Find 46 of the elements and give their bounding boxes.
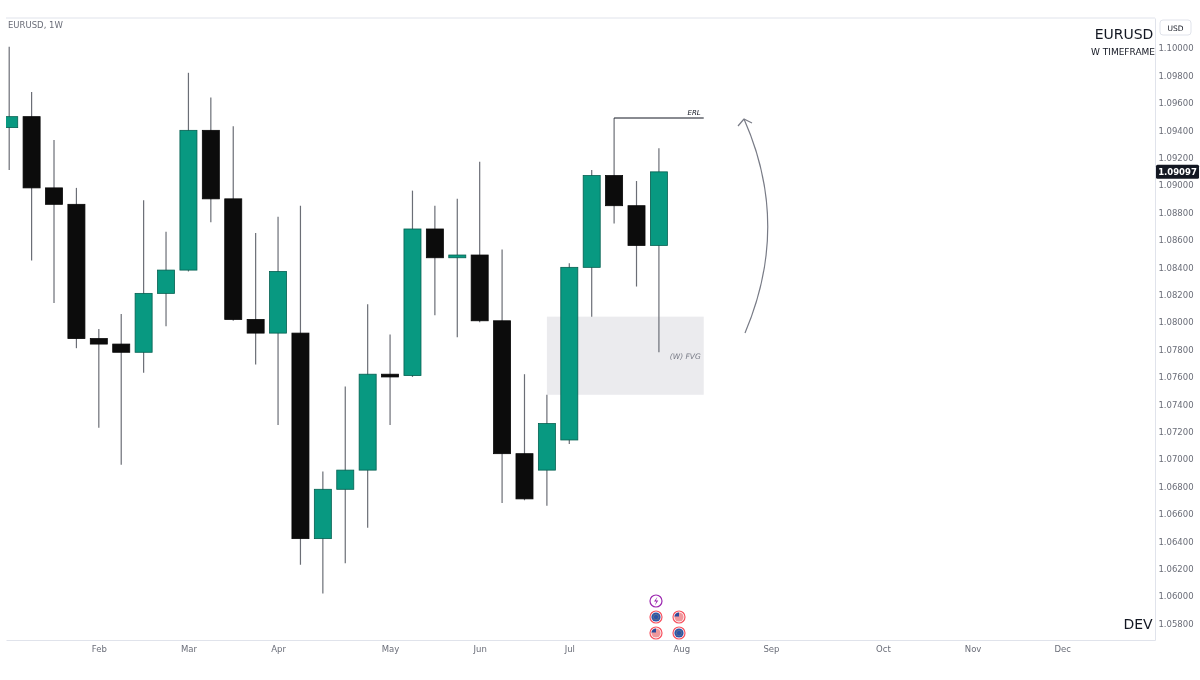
annotation: DEV — [1123, 616, 1154, 632]
text: W TIMEFRAME — [1090, 47, 1156, 57]
y-tick-label: 1.09200 — [1158, 152, 1194, 163]
y-tick-label: 1.07400 — [1158, 399, 1194, 410]
x-tick-label: Oct — [876, 644, 892, 655]
y-tick-label: 1.07600 — [1158, 372, 1194, 383]
x-tick-label: Jul — [563, 644, 575, 655]
y-tick-label: 1.08400 — [1158, 262, 1194, 273]
y-tick-label: 1.08600 — [1158, 235, 1194, 246]
candlestick — [89, 328, 108, 429]
x-tick-label: Feb — [91, 644, 107, 655]
y-tick-label: 1.08200 — [1158, 289, 1194, 300]
x-tick-label: Sep — [763, 644, 780, 655]
candlestick — [157, 231, 175, 327]
candlestick — [45, 139, 63, 304]
x-tick-label: Jun — [472, 644, 487, 655]
candlestick — [246, 232, 265, 366]
x-tick-label: Apr — [271, 644, 287, 655]
y-tick-label: 1.08800 — [1158, 207, 1194, 218]
x-tick-label: Aug — [673, 644, 691, 655]
x-tick-label: Nov — [964, 644, 982, 655]
y-tick-label: 1.07000 — [1158, 454, 1194, 465]
y-tick-label: 1.10000 — [1158, 43, 1194, 54]
y-tick-label: 1.09400 — [1158, 125, 1194, 136]
y-tick-label: 1.06400 — [1158, 536, 1194, 547]
x-tick-label: May — [381, 644, 400, 655]
annotation: EURUSD, 1W — [8, 20, 64, 30]
y-tick-label: 1.07800 — [1158, 344, 1194, 355]
y-tick-label: 1.08000 — [1158, 317, 1194, 328]
y-tick-label: 1.06800 — [1158, 481, 1194, 492]
candlestick — [448, 198, 467, 338]
y-tick-label: 1.09000 — [1158, 180, 1194, 191]
x-tick-label: Mar — [180, 644, 198, 655]
candlestick — [112, 313, 131, 466]
y-tick-label: 1.09600 — [1158, 98, 1194, 109]
x-tick-label: Dec — [1054, 644, 1072, 655]
y-tick-label: 1.05800 — [1158, 618, 1194, 629]
y-tick-label: 1.07200 — [1158, 426, 1194, 437]
y-tick-label: 1.06000 — [1158, 591, 1194, 602]
annotation: 1.09097 — [1158, 166, 1197, 177]
text: EURUSD — [1094, 26, 1154, 42]
y-tick-label: 1.06200 — [1158, 563, 1194, 574]
candlestick — [336, 385, 355, 564]
y-tick-label: 1.09800 — [1158, 70, 1194, 81]
y-tick-label: 1.06600 — [1158, 509, 1194, 520]
candlestick — [381, 333, 399, 426]
